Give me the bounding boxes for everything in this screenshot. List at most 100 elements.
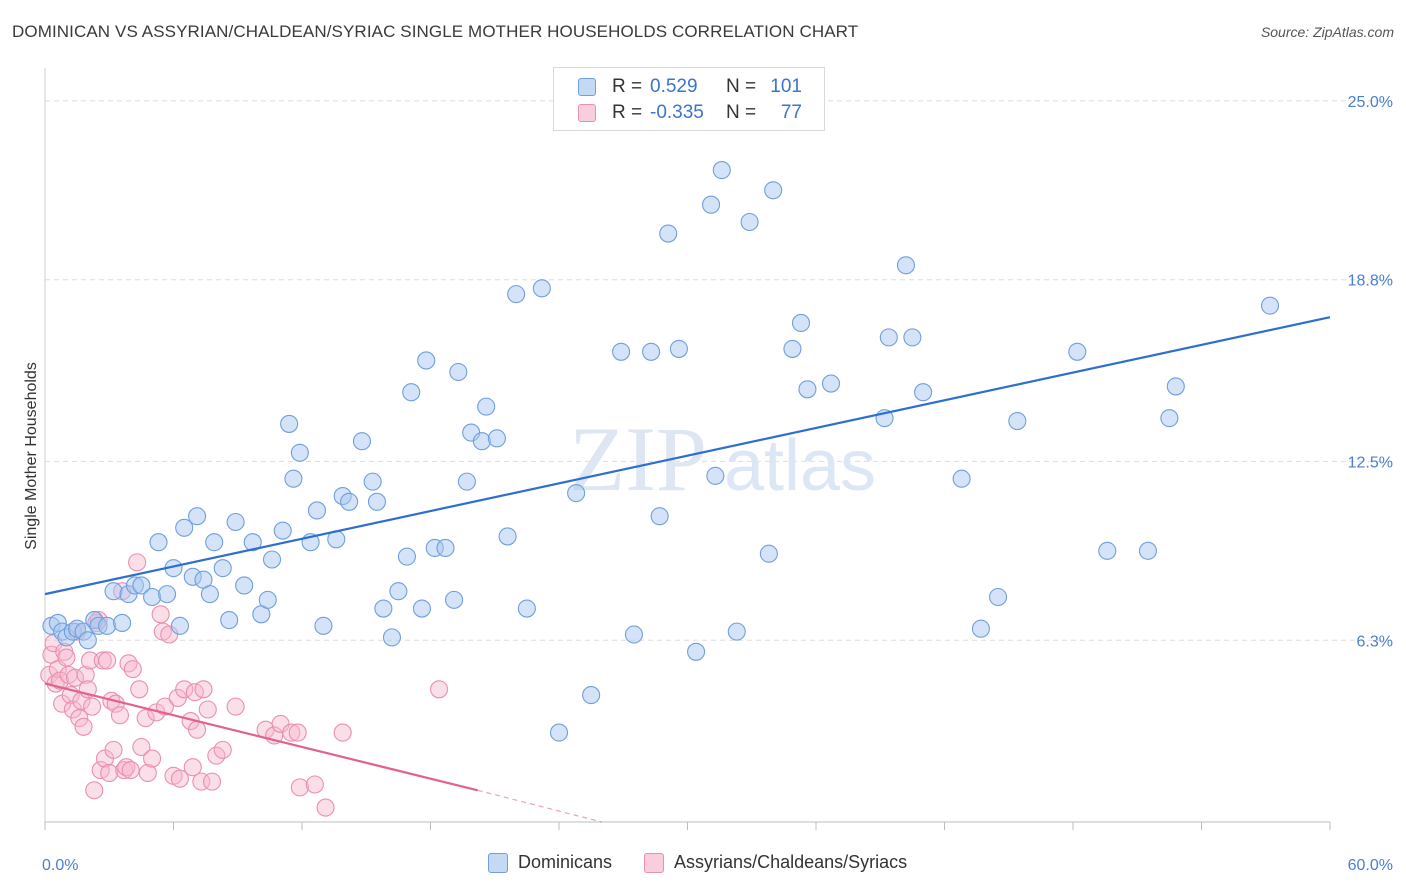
correlation-legend: R = 0.529 N = 101 R = -0.335 N = 77 — [553, 67, 825, 131]
assyrian-point — [290, 778, 309, 797]
dominican-point — [783, 339, 802, 358]
dominican-point — [498, 527, 517, 546]
dominican-point — [706, 466, 725, 485]
dominican-point — [262, 550, 282, 569]
dominican-point — [340, 492, 359, 511]
legend-item-assyrians: Assyrians/Chaldeans/Syriacs — [644, 852, 907, 873]
dominican-point — [200, 585, 219, 604]
assyrian-point — [65, 668, 85, 687]
dominican-point — [764, 181, 783, 200]
assyrian-point — [288, 723, 307, 742]
assyrian-point — [85, 781, 104, 800]
dominican-point — [280, 414, 299, 433]
dominican-point — [417, 351, 436, 370]
assyrian-point — [132, 737, 151, 757]
dominican-point — [650, 507, 669, 526]
dominican-point — [567, 484, 586, 503]
assyrian-point — [104, 740, 123, 759]
dominican-point — [879, 328, 898, 347]
dominican-point — [952, 469, 971, 488]
trend-lines — [44, 316, 1331, 823]
dominican-point — [170, 616, 189, 635]
dominican-point — [740, 212, 759, 232]
assyrian-point — [151, 605, 170, 624]
dominican-point — [314, 616, 333, 635]
assyrian-point — [282, 723, 301, 742]
legend-row-dominicans: R = 0.529 N = 101 — [554, 74, 802, 100]
assyrian-point — [83, 697, 102, 716]
dominican-point — [382, 628, 402, 647]
dominican-point — [914, 383, 933, 402]
assyrian-point — [155, 697, 174, 716]
dominican-point — [220, 611, 239, 630]
y-tick-label: 18.8% — [1348, 273, 1393, 290]
assyrian-point — [98, 651, 117, 670]
series-legend: Dominicans Assyrians/Chaldeans/Syriacs — [488, 852, 939, 873]
dominican-point — [397, 547, 416, 566]
legend-n-value: 77 — [780, 102, 802, 123]
assyrian-trendline-extension — [477, 789, 602, 823]
dominican-point — [1260, 296, 1280, 315]
dominican-point — [1098, 541, 1117, 560]
dominican-point — [436, 538, 455, 558]
assyrian-point — [170, 769, 189, 788]
dominican-point — [549, 723, 569, 742]
dominican-point — [449, 362, 468, 382]
legend-r-label: R = — [612, 76, 643, 97]
x-tick-label: 60.0% — [1348, 857, 1393, 874]
assyrian-point — [188, 720, 207, 739]
y-axis-label: Single Mother Households — [23, 362, 40, 550]
dominican-point — [759, 544, 778, 563]
dominican-point — [290, 443, 309, 462]
dominican-point — [445, 590, 464, 609]
dominican-point — [307, 501, 327, 520]
assyrian-point — [333, 723, 352, 742]
watermark: ZIP atlas — [569, 408, 876, 510]
assyrian-point — [143, 749, 162, 768]
legend-swatch-pink — [644, 852, 665, 873]
dominican-point — [226, 512, 245, 532]
dominican-point — [487, 429, 506, 448]
dominican-point — [367, 492, 387, 511]
dominican-point — [374, 599, 393, 618]
axes — [44, 68, 1331, 830]
chart-title: DOMINICAN VS ASSYRIAN/CHALDEAN/SYRIAC SI… — [12, 22, 859, 41]
dominican-point — [903, 328, 922, 347]
dominican-point — [205, 533, 224, 552]
dominican-point — [1068, 342, 1087, 361]
assyrian-point — [130, 680, 149, 699]
dominican-point — [642, 342, 661, 361]
dominican-point — [243, 533, 262, 552]
watermark-zip: ZIP — [569, 408, 707, 510]
assyrian-point — [198, 700, 217, 719]
legend-r-label: R = — [612, 102, 643, 123]
dominican-point — [532, 279, 551, 298]
assyrian-point — [128, 553, 147, 572]
dominican-point — [517, 599, 536, 618]
assyrian-point — [203, 772, 222, 791]
dominican-point — [791, 313, 811, 333]
legend-swatch-blue — [488, 852, 508, 873]
assyrian-point — [183, 758, 202, 777]
dominican-trendline — [44, 316, 1331, 596]
dominican-point — [1138, 541, 1158, 560]
assyrian-point — [316, 798, 335, 817]
dominican-point — [507, 285, 526, 304]
legend-swatch-pink — [578, 104, 596, 122]
dominican-point — [132, 576, 151, 595]
y-tick-label: 25.0% — [1348, 94, 1393, 111]
y-tick-labels: 6.3% 12.5% 18.8% 25.0% — [1348, 94, 1393, 650]
legend-row-assyrians: R = -0.335 N = 77 — [554, 100, 802, 126]
legend-n-value: 101 — [770, 76, 802, 97]
legend-n-label: N = — [726, 76, 757, 97]
x-tick-labels: 0.0% 60.0% — [42, 857, 1393, 874]
legend-swatch-blue — [578, 78, 596, 96]
dominican-point — [175, 518, 194, 537]
assyrian-point — [175, 680, 194, 699]
dominican-point — [612, 342, 631, 361]
legend-r-value: 0.529 — [650, 76, 698, 97]
dominican-point — [235, 576, 254, 595]
assyrian-points — [40, 553, 449, 817]
dominican-point — [821, 374, 841, 393]
